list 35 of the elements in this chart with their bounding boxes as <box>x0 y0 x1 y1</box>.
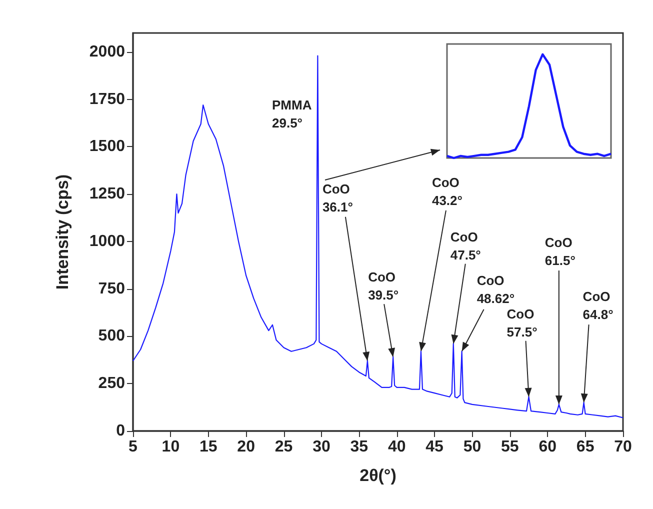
y-tick-label: 0 <box>116 422 126 440</box>
y-tick-label: 750 <box>98 280 126 298</box>
annotation: CoO 47.5° <box>450 229 481 262</box>
line-series <box>132 55 624 418</box>
annotation: CoO 48.62° <box>476 272 515 306</box>
x-tick-label: 20 <box>237 438 256 456</box>
annotation: CoO 36.1° <box>322 181 353 214</box>
x-tick-label: 5 <box>128 438 138 456</box>
annotation: CoO 61.5° <box>544 234 576 268</box>
x-tick-label: 25 <box>274 438 293 456</box>
y-axis-title: Intensity (cps) <box>53 174 72 290</box>
annotation: CoO 64.8° <box>582 289 614 322</box>
y-tick-label: 250 <box>98 375 126 392</box>
x-tick-label: 10 <box>162 438 180 456</box>
y-tick-label: 1000 <box>89 232 126 250</box>
x-axis-title: 2θ(°) <box>360 466 396 485</box>
x-tick-label: 35 <box>350 438 368 456</box>
x-tick-label: 50 <box>463 438 482 456</box>
x-tick-label: 45 <box>426 438 444 456</box>
x-tick-label: 15 <box>199 438 218 456</box>
y-tick-label: 500 <box>98 328 126 345</box>
x-tick-label: 70 <box>614 438 632 456</box>
annotation: PMMA 29.5° <box>272 98 312 130</box>
x-tick-label: 30 <box>312 438 330 456</box>
y-tick-label: 2000 <box>89 43 126 60</box>
y-tick-label: 1500 <box>89 138 126 156</box>
x-tick-label: 60 <box>538 438 557 456</box>
annotation: CoO 43.2° <box>432 174 462 208</box>
x-tick-label: 55 <box>501 438 519 456</box>
y-tick-label: 1750 <box>89 90 126 108</box>
y-tick-label: 1250 <box>89 186 126 203</box>
annotation: CoO 57.5° <box>506 306 538 340</box>
annotation: CoO 39.5° <box>368 270 399 303</box>
x-tick-label: 65 <box>576 438 594 456</box>
x-tick-label: 40 <box>388 438 406 456</box>
